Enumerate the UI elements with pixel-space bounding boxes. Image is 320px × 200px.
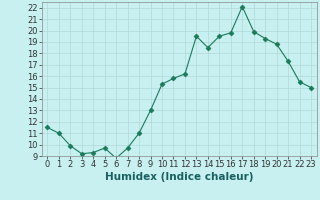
- X-axis label: Humidex (Indice chaleur): Humidex (Indice chaleur): [105, 172, 253, 182]
